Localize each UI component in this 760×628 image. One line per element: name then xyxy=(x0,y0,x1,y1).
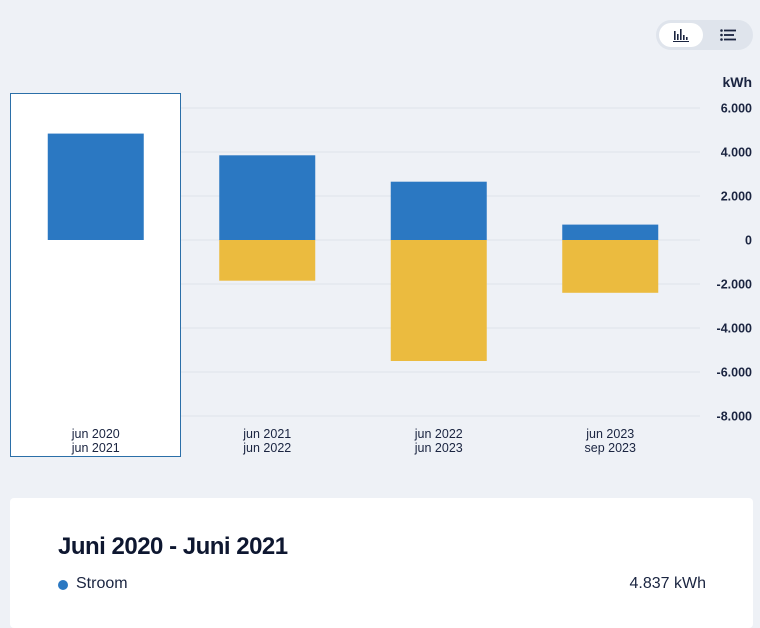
y-tick-label: -4.000 xyxy=(717,322,752,336)
bar-negative-2[interactable] xyxy=(390,240,487,361)
legend-row-stroom: Stroom 4.837 kWh xyxy=(58,574,706,596)
bar-chart-icon xyxy=(673,29,689,42)
bar-positive-0[interactable] xyxy=(47,133,144,240)
x-category-label-start: jun 2020 xyxy=(71,427,120,441)
bar-chart: 6.000 4.000 2.000 0 -2.000 -4.000 -6.000 -8.000… xyxy=(10,74,752,457)
x-category-label-start: jun 2023 xyxy=(585,427,634,441)
y-tick-label: 4.000 xyxy=(721,146,752,160)
x-category-label-start: jun 2022 xyxy=(414,427,463,441)
period-title: Juni 2020 - Juni 2021 xyxy=(58,533,288,560)
list-icon xyxy=(720,29,736,41)
bar-positive-3[interactable] xyxy=(562,224,659,240)
x-category-label-start: jun 2021 xyxy=(242,427,291,441)
bar-chart-view-button[interactable] xyxy=(659,23,703,47)
bar-negative-1[interactable] xyxy=(219,240,316,281)
bar-positive-2[interactable] xyxy=(390,181,487,240)
y-tick-label: -2.000 xyxy=(717,278,752,292)
y-tick-label: 0 xyxy=(745,234,752,248)
bar-positive-1[interactable] xyxy=(219,155,316,240)
chart-view-toggle xyxy=(656,20,753,50)
y-tick-label: -8.000 xyxy=(717,410,752,424)
y-tick-label: 6.000 xyxy=(721,102,752,116)
legend-value: 4.837 kWh xyxy=(629,575,706,592)
x-category-label-end: jun 2023 xyxy=(414,441,463,455)
x-category-label-end: sep 2023 xyxy=(585,441,636,455)
selected-period-panel: Juni 2020 - Juni 2021 Stroom 4.837 kWh xyxy=(10,498,753,628)
legend-dot xyxy=(58,580,68,590)
y-tick-label: -6.000 xyxy=(717,366,752,380)
y-tick-label: 2.000 xyxy=(721,190,752,204)
x-category-label-end: jun 2022 xyxy=(242,441,291,455)
legend-name: Stroom xyxy=(76,575,128,592)
bar-negative-3[interactable] xyxy=(562,240,659,293)
x-category-label-end: jun 2021 xyxy=(71,441,120,455)
y-axis-unit: kWh xyxy=(722,74,752,90)
list-view-button[interactable] xyxy=(706,23,750,47)
